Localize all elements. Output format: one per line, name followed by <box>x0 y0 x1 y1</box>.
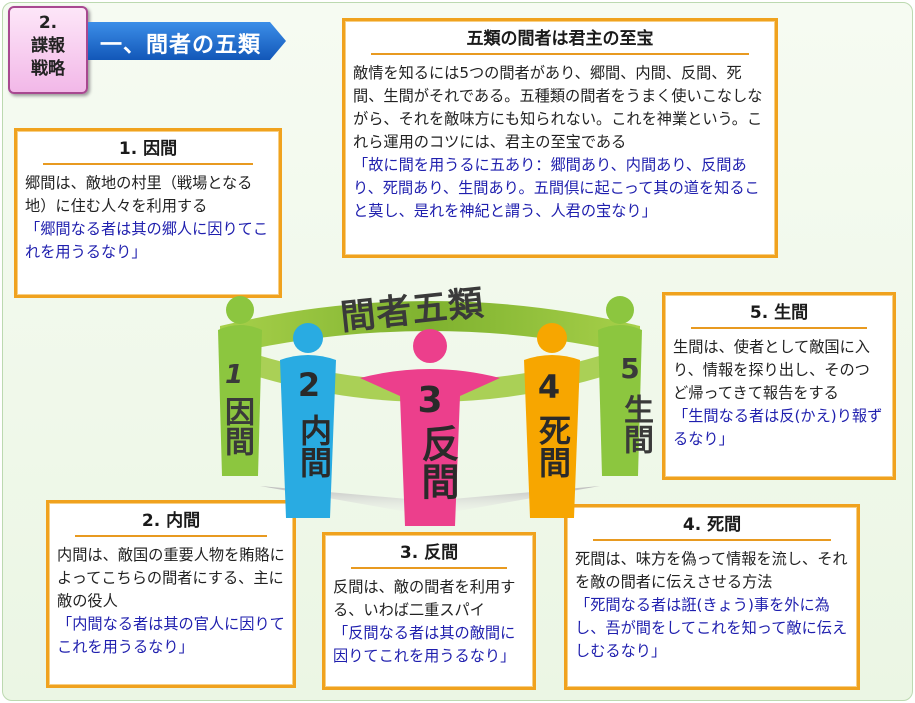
figure-3-number: 3 <box>417 380 443 421</box>
box-naikan-rule <box>75 535 267 537</box>
box-naikan: 2. 内間 内間は、敵国の重要人物を賄賂によってこちらの間者にする、主に敵の役人… <box>46 500 296 688</box>
box-summary-title: 五類の間者は君主の至宝 <box>466 29 654 49</box>
box-shikan-quote: 「死間なる者は誑(きょう)事を外に為し、吾が間をしてこれを知って敵に伝えしむるな… <box>575 596 848 660</box>
box-hankan: 3. 反間 反間は、敵の間者を利用する、いわば二重スパイ 「反間なる者は其の敵間… <box>322 532 536 690</box>
figure-4-number: 4 <box>537 368 561 406</box>
box-hankan-title: 3. 反間 <box>399 543 459 563</box>
topic-banner: 一、間者の五類 <box>88 22 286 60</box>
figure-5 <box>598 296 642 476</box>
figure-2-number: 2 <box>297 366 321 404</box>
ring-band-back <box>220 301 640 356</box>
box-seikan-body: 生間は、使者として敵国に入り、情報を探り出し、そのつど帰ってきて報告をする <box>673 338 870 402</box>
box-summary-rule <box>371 53 749 55</box>
section-title-line1: 諜報 <box>31 36 65 56</box>
figure-4-name: 死間 <box>534 414 572 478</box>
box-inkan-body: 郷間は、敵地の村里（戦場となる地）に住む人々を利用する <box>25 174 253 215</box>
section-tag: 2. 諜報 戦略 <box>8 6 88 94</box>
box-hankan-body: 反間は、敵の間者を利用する、いわば二重スパイ <box>333 578 516 619</box>
box-shikan: 4. 死間 死間は、味方を偽って情報を流し、それを敵の間者に伝えさせる方法 「死… <box>564 504 860 690</box>
figure-2-name: 内間 <box>295 414 333 478</box>
box-hankan-quote: 「反間なる者は其の敵間に因りてこれを用うるなり」 <box>333 624 516 665</box>
figure-1-number: 1 <box>224 360 244 390</box>
box-naikan-body: 内間は、敵国の重要人物を賄賂によってこちらの間者にする、主に敵の役人 <box>57 546 285 610</box>
figure-1 <box>218 296 262 476</box>
figure-3-name: 反間 <box>415 424 459 500</box>
box-inkan-quote: 「郷間なる者は其の郷人に因りてこれを用うるなり」 <box>25 220 268 261</box>
figure-3 <box>360 329 500 526</box>
box-hankan-rule <box>351 567 507 569</box>
banner-text: 一、間者の五類 <box>100 33 262 58</box>
figure-1-name: 因間 <box>219 396 254 456</box>
box-inkan: 1. 因間 郷間は、敵地の村里（戦場となる地）に住む人々を利用する 「郷間なる者… <box>14 128 282 298</box>
box-seikan-title: 5. 生間 <box>749 303 809 323</box>
banner-arrow-shape <box>88 22 286 60</box>
figure-2 <box>280 323 336 518</box>
figure-5-number: 5 <box>620 352 640 385</box>
box-summary: 五類の間者は君主の至宝 敵情を知るには5つの間者があり、郷間、内間、反間、死間、… <box>342 18 778 258</box>
box-summary-body: 敵情を知るには5つの間者があり、郷間、内間、反間、死間、生間がそれである。五種類… <box>353 64 763 151</box>
figure-5-name: 生間 <box>618 394 653 454</box>
box-naikan-quote: 「内間なる者は其の官人に因りてこれを用うるなり」 <box>57 615 285 656</box>
box-shikan-rule <box>593 539 831 541</box>
section-number: 2. <box>38 13 58 33</box>
box-summary-quote: 「故に間を用うるに五あり：郷間あり、内間あり、反間あり、死間あり、生間あり。五間… <box>353 156 760 220</box>
five-spies-figure <box>218 296 642 526</box>
box-inkan-rule <box>43 163 253 165</box>
box-seikan: 5. 生間 生間は、使者として敵国に入り、情報を探り出し、そのつど帰ってきて報告… <box>662 292 896 480</box>
box-inkan-title: 1. 因間 <box>118 139 178 159</box>
section-title-line2: 戦略 <box>31 59 65 79</box>
figure-4 <box>524 323 580 518</box>
box-shikan-body: 死間は、味方を偽って情報を流し、それを敵の間者に伝えさせる方法 <box>575 550 848 591</box>
box-naikan-title: 2. 内間 <box>141 511 201 531</box>
box-seikan-rule <box>691 327 867 329</box>
box-seikan-quote: 「生間なる者は反(かえ)り報ずるなり」 <box>673 407 883 448</box>
box-shikan-title: 4. 死間 <box>682 515 742 535</box>
